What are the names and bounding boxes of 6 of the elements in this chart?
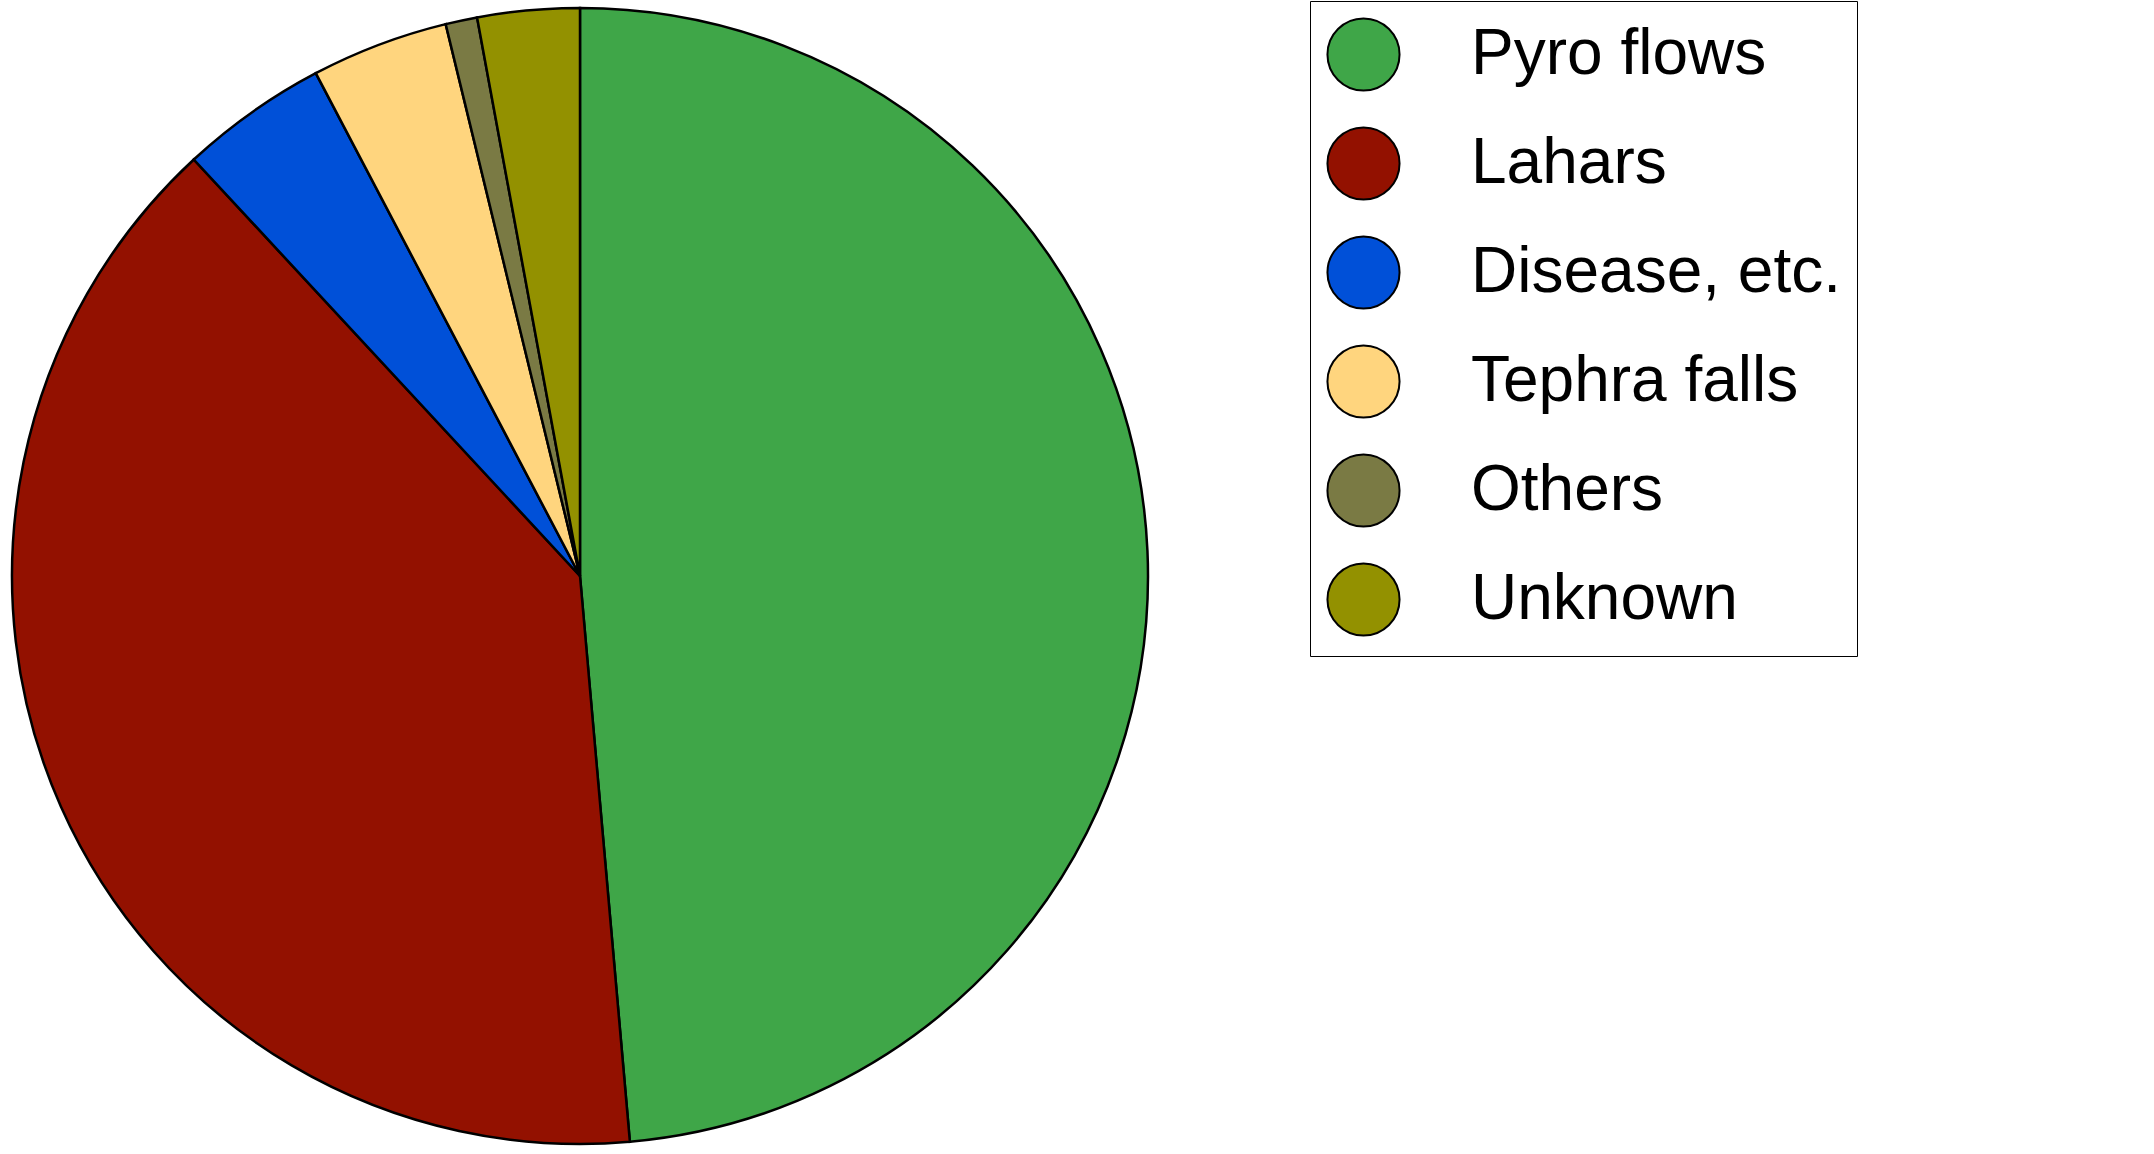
legend-label: Lahars <box>1471 124 1667 197</box>
legend-label: Pyro flows <box>1471 15 1767 88</box>
legend-label: Others <box>1471 451 1664 524</box>
legend-label: Unknown <box>1471 560 1738 633</box>
legend-label: Tephra falls <box>1471 342 1799 415</box>
legend-label: Disease, etc. <box>1471 233 1841 306</box>
